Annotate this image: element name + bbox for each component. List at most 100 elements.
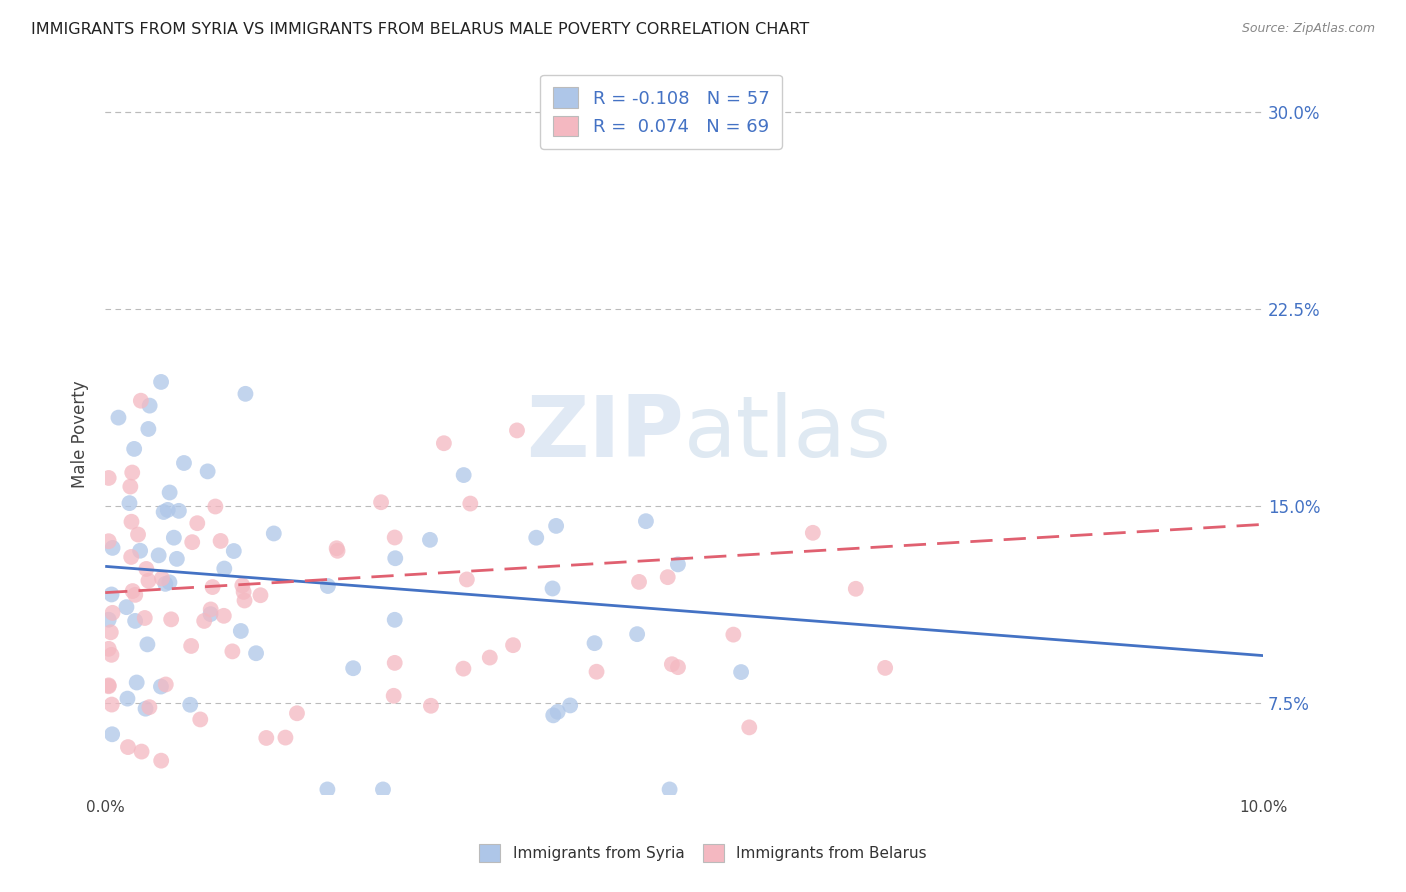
Point [149, 680, 172, 694]
Point [129, 543, 152, 558]
Point [201, 580, 224, 594]
Point [152, 505, 174, 519]
Point [231, 578, 253, 592]
Text: IMMIGRANTS FROM SYRIA VS IMMIGRANTS FROM BELARUS MALE POVERTY CORRELATION CHART: IMMIGRANTS FROM SYRIA VS IMMIGRANTS FROM… [31, 22, 810, 37]
Point [150, 754, 173, 768]
Point [101, 727, 124, 741]
Point [453, 468, 475, 483]
Point [121, 515, 143, 529]
Point [193, 614, 215, 628]
Point [419, 533, 441, 547]
Point [801, 525, 824, 540]
Point [316, 579, 339, 593]
Point [666, 558, 689, 572]
Point [263, 526, 285, 541]
Point [845, 582, 868, 596]
Legend: R = -0.108   N = 57, R =  0.074   N = 69: R = -0.108 N = 57, R = 0.074 N = 69 [540, 75, 782, 149]
Point [163, 531, 186, 545]
Point [342, 661, 364, 675]
Point [101, 606, 124, 620]
Point [245, 646, 267, 660]
Point [136, 637, 159, 651]
Point [97, 534, 120, 549]
Point [138, 700, 160, 714]
Point [229, 624, 252, 638]
Point [384, 531, 406, 545]
Point [167, 504, 190, 518]
Point [155, 577, 177, 591]
Point [131, 745, 153, 759]
Point [157, 575, 180, 590]
Point [200, 607, 222, 621]
Point [541, 708, 564, 723]
Point [730, 665, 752, 679]
Point [173, 456, 195, 470]
Point [188, 713, 211, 727]
Point [120, 549, 142, 564]
Point [127, 527, 149, 541]
Point [125, 675, 148, 690]
Point [107, 410, 129, 425]
Point [118, 496, 141, 510]
Point [97, 613, 120, 627]
Point [97, 641, 120, 656]
Point [583, 636, 606, 650]
Point [124, 588, 146, 602]
Point [115, 600, 138, 615]
Point [547, 705, 569, 719]
Legend: Immigrants from Syria, Immigrants from Belarus: Immigrants from Syria, Immigrants from B… [470, 835, 936, 871]
Text: Source: ZipAtlas.com: Source: ZipAtlas.com [1241, 22, 1375, 36]
Point [541, 582, 564, 596]
Point [135, 562, 157, 576]
Point [316, 782, 339, 797]
Point [546, 519, 568, 533]
Point [121, 466, 143, 480]
Point [502, 638, 524, 652]
Point [506, 424, 529, 438]
Point [150, 375, 173, 389]
Point [150, 571, 173, 585]
Point [235, 387, 257, 401]
Text: atlas: atlas [685, 392, 893, 475]
Point [181, 535, 204, 549]
Point [560, 698, 582, 713]
Point [97, 679, 120, 693]
Point [166, 552, 188, 566]
Point [100, 648, 122, 662]
Point [135, 701, 157, 715]
Point [129, 393, 152, 408]
Point [723, 627, 745, 641]
Y-axis label: Male Poverty: Male Poverty [72, 380, 89, 488]
Text: ZIP: ZIP [526, 392, 685, 475]
Point [97, 471, 120, 485]
Point [634, 514, 657, 528]
Point [124, 614, 146, 628]
Point [159, 485, 181, 500]
Point [117, 691, 139, 706]
Point [233, 593, 256, 607]
Point [738, 720, 761, 734]
Point [138, 399, 160, 413]
Point [458, 497, 481, 511]
Point [186, 516, 208, 531]
Point [214, 561, 236, 575]
Point [100, 625, 122, 640]
Point [658, 782, 681, 797]
Point [666, 660, 689, 674]
Point [138, 422, 160, 436]
Point [627, 574, 650, 589]
Point [155, 677, 177, 691]
Point [148, 549, 170, 563]
Point [100, 698, 122, 712]
Point [456, 573, 478, 587]
Point [585, 665, 607, 679]
Point [180, 639, 202, 653]
Point [382, 689, 405, 703]
Point [661, 657, 683, 672]
Point [122, 442, 145, 456]
Point [285, 706, 308, 721]
Point [156, 503, 179, 517]
Point [371, 782, 394, 797]
Point [101, 541, 124, 555]
Point [326, 543, 349, 558]
